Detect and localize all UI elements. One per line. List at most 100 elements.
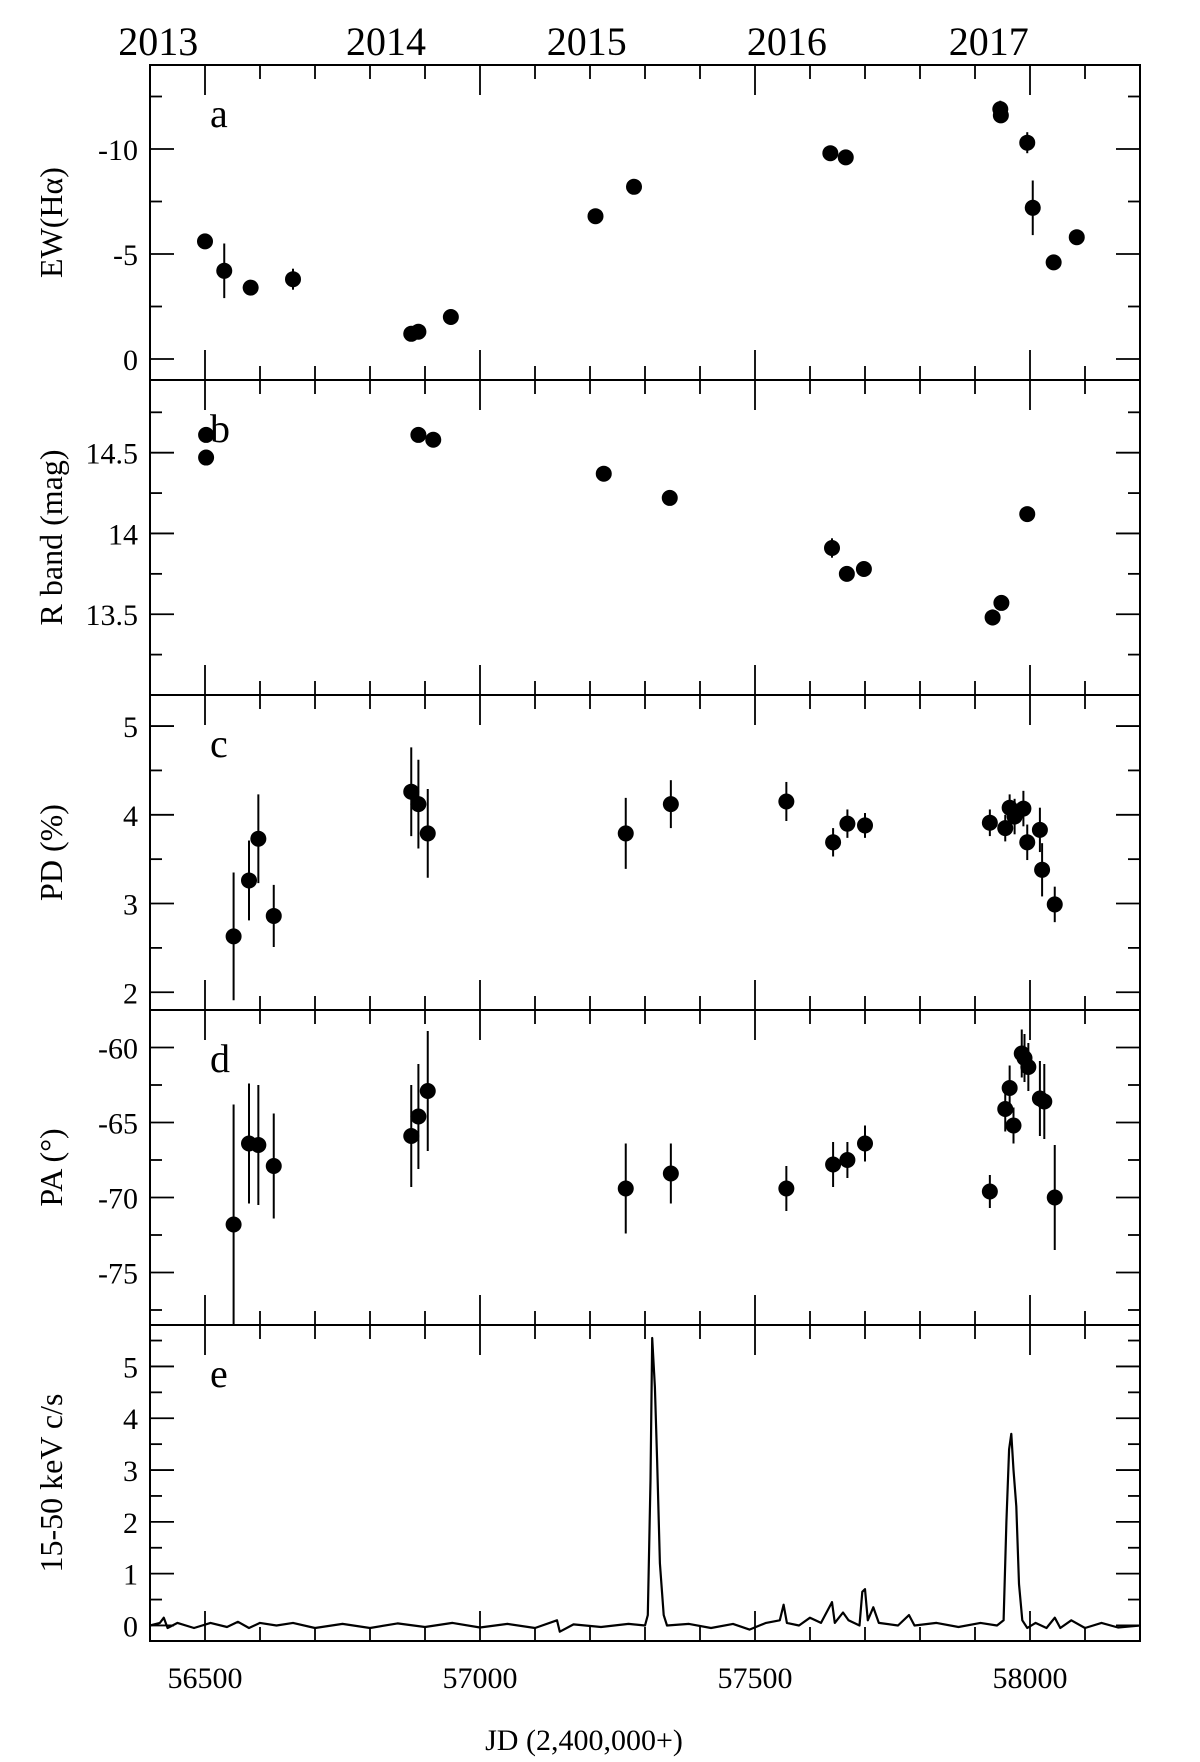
y-tick-label: 5 (123, 1351, 138, 1384)
data-point (1001, 1080, 1018, 1096)
data-point (410, 796, 427, 813)
data-point (587, 208, 604, 225)
y-tick-label: 3 (123, 889, 138, 922)
y-axis-label: PA (°) (33, 1128, 69, 1206)
data-point (1005, 1117, 1022, 1134)
data-point (419, 825, 436, 842)
panel-d: -60 -65 -70 -75 d PA (°) (33, 1009, 1141, 1326)
data-point (250, 830, 267, 847)
x-tick-label: 56500 (168, 1662, 243, 1695)
data-point (617, 825, 634, 842)
data-point (824, 540, 840, 556)
data-point (778, 793, 795, 810)
data-point (981, 814, 998, 831)
panel-c: 2 3 4 5 c PD (%) (33, 694, 1141, 1011)
panel-frame (149, 1324, 1141, 1642)
y-tick-label: 13.5 (86, 599, 139, 632)
panel-letter: e (210, 1351, 228, 1396)
data-point (662, 1165, 679, 1182)
data-point (1036, 1093, 1053, 1110)
data-point (250, 1137, 267, 1153)
data-point (997, 820, 1014, 837)
data-point (1068, 229, 1085, 246)
data-point (778, 1180, 795, 1197)
x-axis-label: JD (2,400,000+) (485, 1724, 683, 1757)
y-tick-label: -5 (113, 239, 138, 272)
data-point (984, 609, 1001, 626)
y-tick-label: 5 (123, 711, 138, 744)
y-tick-label: -75 (98, 1258, 138, 1291)
data-point (225, 928, 242, 945)
data-point (419, 1083, 436, 1099)
data-point (1019, 834, 1036, 851)
data-point (1045, 254, 1062, 271)
data-point (1046, 1189, 1063, 1206)
year-label: 2017 (949, 19, 1029, 64)
y-tick-label: 2 (123, 977, 138, 1010)
y-tick-label: -70 (98, 1183, 138, 1216)
data-point (617, 1180, 634, 1197)
x-tick-label: 57500 (718, 1662, 793, 1695)
data-point (992, 107, 1009, 124)
year-label: 2016 (747, 19, 827, 64)
data-point (1046, 896, 1063, 913)
data-point (198, 426, 215, 443)
data-point (595, 465, 612, 482)
data-point (410, 426, 427, 443)
data-point (838, 565, 855, 582)
panel-letter: b (210, 406, 230, 451)
data-point (1019, 134, 1036, 151)
y-tick-label: -65 (98, 1108, 138, 1141)
data-point (839, 815, 856, 832)
count-rate-line (149, 1336, 1141, 1633)
year-label: 2013 (118, 19, 198, 64)
x-axis-tick-labels: 56500 57000 57500 58000 (168, 1662, 1068, 1695)
data-point (265, 907, 282, 924)
y-tick-label: -60 (98, 1033, 138, 1066)
data-point (216, 262, 233, 279)
data-point (198, 449, 215, 466)
year-label: 2014 (346, 19, 426, 64)
panel-letter: a (210, 91, 228, 136)
data-point (403, 783, 420, 800)
year-label: 2015 (547, 19, 627, 64)
data-point (403, 1128, 420, 1144)
data-point (241, 872, 257, 889)
data-point (265, 1158, 282, 1174)
data-point (825, 834, 842, 851)
data-point (839, 1152, 856, 1168)
data-point (425, 431, 442, 448)
panel-b: 13.5 14 14.5 b R band (mag) (33, 379, 1141, 696)
data-point (857, 817, 873, 834)
data-point (197, 233, 213, 250)
data-point (285, 271, 301, 288)
panel-a: 0 -5 -10 a EW(Hα) (33, 64, 1141, 381)
data-point (242, 279, 259, 296)
data-point (1031, 821, 1048, 838)
data-point (626, 178, 642, 195)
data-point (997, 1101, 1014, 1117)
data-point (1034, 861, 1051, 878)
y-tick-label: 14.5 (86, 438, 139, 471)
y-axis-label: R band (mag) (33, 450, 69, 626)
x-tick-label: 58000 (993, 1662, 1068, 1695)
data-point (661, 489, 678, 506)
data-point (857, 1135, 873, 1152)
y-tick-label: 4 (123, 800, 138, 833)
y-axis-label: 15-50 keV c/s (33, 1394, 69, 1573)
panel-letter: d (210, 1036, 230, 1081)
panel-frame (149, 1009, 1141, 1326)
y-tick-label: 14 (108, 518, 138, 551)
data-point (822, 145, 839, 162)
y-tick-label: 3 (123, 1455, 138, 1488)
panel-frame (149, 64, 1141, 381)
x-tick-label: 57000 (443, 1662, 518, 1695)
y-axis-label: PD (%) (33, 804, 69, 901)
data-point (1020, 1059, 1037, 1075)
panel-letter: c (210, 721, 228, 766)
data-point (442, 309, 459, 325)
data-point (1024, 199, 1041, 216)
data-point (225, 1216, 242, 1233)
